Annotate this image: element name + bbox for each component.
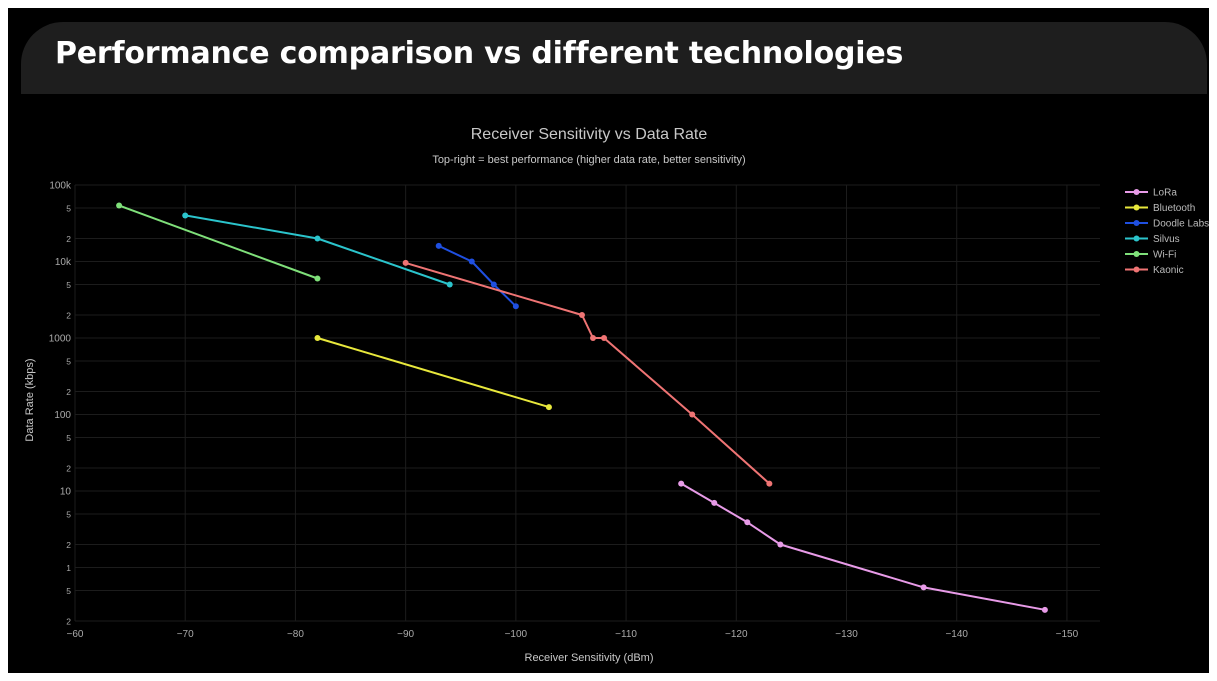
x-tick-label: −110 [615, 629, 637, 640]
x-tick-label: −150 [1056, 629, 1079, 640]
series-line [438, 244, 517, 308]
data-point [678, 480, 685, 487]
series-line [405, 261, 771, 485]
data-point [590, 335, 597, 342]
y-tick-label: 2 [66, 617, 71, 627]
data-point [314, 275, 321, 282]
legend-swatch-marker [1133, 204, 1140, 211]
data-point [490, 281, 497, 288]
y-tick-label: 10 [60, 487, 72, 498]
data-rate-chart: −60 −70 −80 −90 −100 −110 −120 −130 −140 −150 100k… [24, 126, 1209, 664]
y-tick-label: 2 [66, 234, 71, 244]
legend-label: Silvus [1153, 234, 1180, 245]
series-line [185, 214, 451, 286]
data-point [314, 235, 321, 242]
data-point [1041, 606, 1048, 613]
series-wi-fi [116, 202, 321, 282]
legend-swatch-marker [1133, 266, 1140, 273]
y-tick-label: 2 [66, 387, 71, 397]
series-doodle-labs [435, 242, 519, 310]
series-kaonic [402, 259, 773, 487]
series-line [317, 337, 550, 409]
data-point [435, 242, 442, 249]
legend-swatch-marker [1133, 235, 1140, 242]
data-point [545, 404, 552, 411]
chart-title: Receiver Sensitivity vs Data Rate [471, 126, 708, 143]
y-tick-label: 2 [66, 540, 71, 550]
series-lora [678, 480, 1048, 613]
legend-swatch-marker [1133, 251, 1140, 257]
y-axis-label: Data Rate (kbps) [24, 358, 36, 441]
series-line [118, 204, 318, 280]
y-tick-label: 1000 [49, 334, 72, 345]
data-point [601, 335, 608, 342]
x-tick-label: −100 [505, 629, 528, 640]
x-tick-label: −80 [287, 629, 304, 640]
y-tick-label: 1 [66, 563, 71, 573]
data-point [182, 212, 189, 219]
data-point [512, 303, 519, 310]
legend-label: Doodle Labs [1153, 219, 1209, 230]
legend-item: Kaonic [1125, 265, 1184, 276]
legend-swatch-marker [1133, 220, 1140, 226]
data-point [920, 584, 927, 591]
legend-label: Bluetooth [1153, 203, 1195, 214]
series-line [680, 482, 1046, 611]
data-point [402, 259, 409, 266]
y-tick-label: 5 [66, 204, 71, 214]
legend-item: Bluetooth [1125, 203, 1195, 214]
header-banner: Performance comparison vs different tech… [21, 22, 1207, 94]
y-tick-label: 2 [66, 310, 71, 320]
data-point [766, 480, 773, 487]
data-point [314, 335, 321, 342]
x-axis-label: Receiver Sensitivity (dBm) [525, 652, 654, 664]
series-bluetooth [314, 335, 552, 411]
grid [74, 184, 1100, 622]
data-point [744, 519, 751, 526]
legend-item: Doodle Labs [1125, 219, 1209, 230]
legend-item: Silvus [1125, 234, 1180, 245]
axes: −60 −70 −80 −90 −100 −110 −120 −130 −140 −150 100k… [49, 181, 1079, 641]
legend-item: LoRa [1125, 188, 1177, 199]
x-tick-label: −140 [945, 629, 968, 640]
y-tick-label: 100 [54, 410, 71, 421]
x-tick-label: −130 [835, 629, 858, 640]
y-tick-label: 5 [66, 586, 71, 596]
data-point [116, 202, 123, 209]
y-tick-label: 5 [66, 433, 71, 443]
data-point [711, 499, 718, 506]
y-tick-label: 5 [66, 280, 71, 290]
chart-subtitle: Top-right = best performance (higher dat… [432, 154, 745, 166]
chart-canvas: Performance comparison vs different tech… [8, 8, 1209, 673]
y-tick-label: 2 [66, 463, 71, 473]
y-tick-label: 100k [49, 181, 72, 192]
legend-swatch-marker [1133, 189, 1140, 195]
data-point [689, 411, 696, 418]
x-tick-label: −120 [725, 629, 748, 640]
y-tick-label: 5 [66, 510, 71, 520]
x-tick-label: −60 [67, 629, 84, 640]
data-point [578, 311, 585, 318]
legend-label: Kaonic [1153, 265, 1184, 276]
data-point [777, 541, 784, 548]
x-tick-label: −90 [397, 629, 414, 640]
page-title: Performance comparison vs different tech… [55, 36, 904, 71]
data-point [446, 281, 453, 288]
data-point [468, 258, 475, 265]
legend-label: LoRa [1153, 188, 1177, 199]
x-tick-label: −70 [177, 629, 194, 640]
legend: LoRa Bluetooth Doodle Labs Silvus Wi-Fi Kaoni… [1125, 188, 1209, 276]
y-tick-label: 10k [55, 257, 72, 268]
legend-item: Wi-Fi [1125, 250, 1176, 261]
series-layer [116, 202, 1048, 613]
legend-label: Wi-Fi [1153, 250, 1176, 261]
series-silvus [182, 212, 453, 288]
y-tick-label: 5 [66, 357, 71, 367]
